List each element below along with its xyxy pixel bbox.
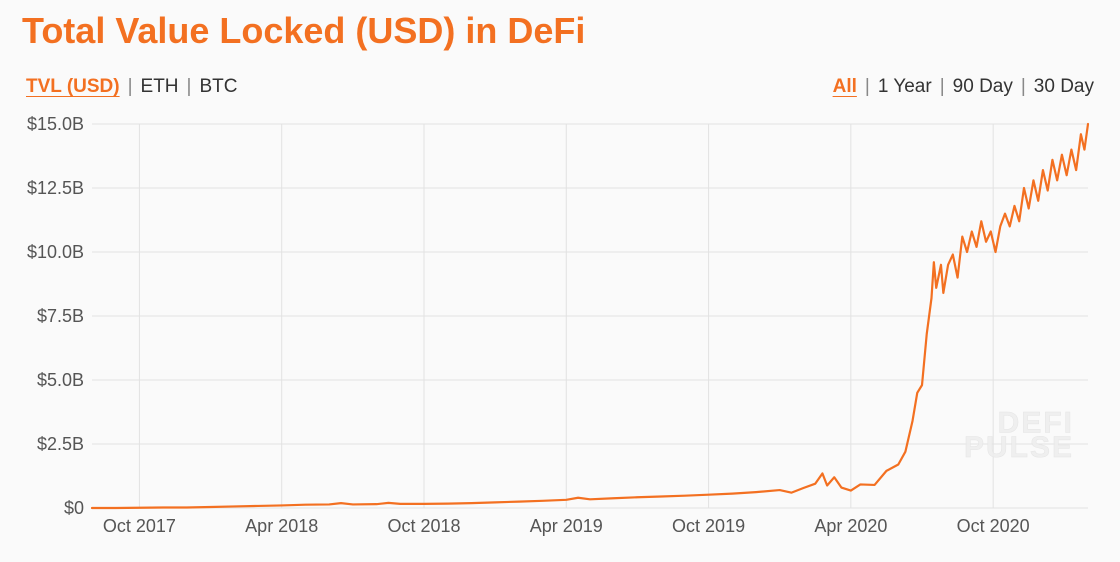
metric-tab-btc[interactable]: BTC bbox=[199, 76, 237, 97]
y-axis-label: $5.0B bbox=[37, 370, 84, 390]
range-tab-90-day[interactable]: 90 Day bbox=[953, 76, 1013, 97]
tab-separator: | bbox=[187, 76, 192, 97]
x-axis-label: Oct 2019 bbox=[672, 516, 745, 536]
x-axis-label: Oct 2017 bbox=[103, 516, 176, 536]
range-tab-all[interactable]: All bbox=[833, 76, 857, 97]
tab-separator: | bbox=[940, 76, 945, 97]
y-axis-label: $15.0B bbox=[27, 114, 84, 134]
controls-row: TVL (USD) | ETH | BTC All | 1 Year | 90 Day | 30 D… bbox=[22, 76, 1098, 98]
line-chart-svg: $0 $2.5B $5.0B $7.5B $10.0B $12.5B $15.0B Oct 2… bbox=[22, 112, 1098, 542]
tab-separator: | bbox=[128, 76, 133, 97]
x-axis-label: Apr 2018 bbox=[245, 516, 318, 536]
x-axis-label: Oct 2018 bbox=[387, 516, 460, 536]
chart-title: Total Value Locked (USD) in DeFi bbox=[22, 10, 1098, 52]
y-axis-label: $2.5B bbox=[37, 434, 84, 454]
y-axis-label: $12.5B bbox=[27, 178, 84, 198]
metric-tab-tvl-usd-[interactable]: TVL (USD) bbox=[26, 76, 120, 97]
tab-separator: | bbox=[865, 76, 870, 97]
y-axis-label: $10.0B bbox=[27, 242, 84, 262]
x-axis-label: Apr 2019 bbox=[530, 516, 603, 536]
range-tab-30-day[interactable]: 30 Day bbox=[1034, 76, 1094, 97]
x-axis-label: Apr 2020 bbox=[814, 516, 887, 536]
metric-tabs: TVL (USD) | ETH | BTC bbox=[26, 76, 237, 98]
watermark-line2: PULSE bbox=[964, 431, 1074, 464]
range-tabs: All | 1 Year | 90 Day | 30 Day bbox=[833, 76, 1094, 98]
y-axis-label: $7.5B bbox=[37, 306, 84, 326]
chart-area: $0 $2.5B $5.0B $7.5B $10.0B $12.5B $15.0B Oct 2… bbox=[22, 112, 1098, 542]
tab-separator: | bbox=[1021, 76, 1026, 97]
y-axis-label: $0 bbox=[64, 498, 84, 518]
chart-card: { "title": "Total Value Locked (USD) in … bbox=[0, 0, 1120, 562]
metric-tab-eth[interactable]: ETH bbox=[141, 76, 179, 97]
range-tab-1-year[interactable]: 1 Year bbox=[878, 76, 932, 97]
x-axis-label: Oct 2020 bbox=[957, 516, 1030, 536]
